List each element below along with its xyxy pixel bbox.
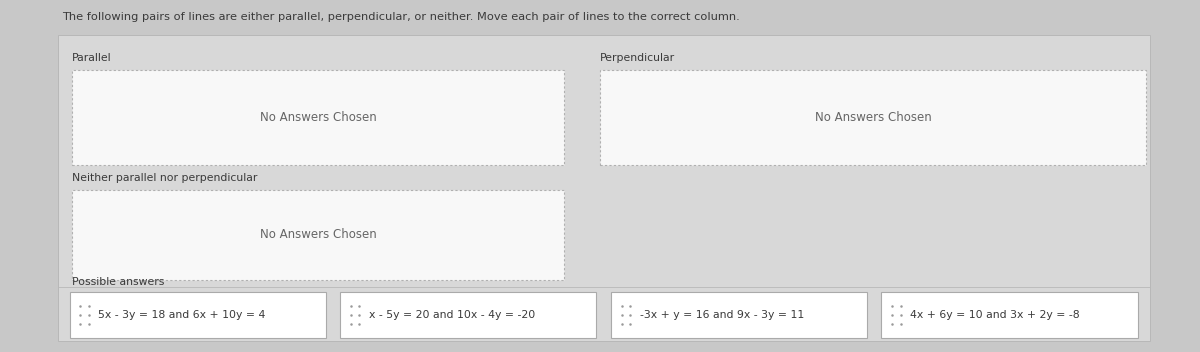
FancyBboxPatch shape — [600, 70, 1146, 165]
FancyBboxPatch shape — [72, 190, 564, 280]
Text: 4x + 6y = 10 and 3x + 2y = -8: 4x + 6y = 10 and 3x + 2y = -8 — [911, 310, 1080, 320]
FancyBboxPatch shape — [58, 35, 1150, 341]
Text: -3x + y = 16 and 9x - 3y = 11: -3x + y = 16 and 9x - 3y = 11 — [640, 310, 804, 320]
FancyBboxPatch shape — [611, 292, 866, 338]
Text: Possible answers: Possible answers — [72, 277, 164, 287]
FancyBboxPatch shape — [70, 292, 326, 338]
Text: 5x - 3y = 18 and 6x + 10y = 4: 5x - 3y = 18 and 6x + 10y = 4 — [98, 310, 265, 320]
Text: No Answers Chosen: No Answers Chosen — [815, 112, 931, 124]
Text: No Answers Chosen: No Answers Chosen — [259, 112, 377, 124]
FancyBboxPatch shape — [341, 292, 596, 338]
Text: Perpendicular: Perpendicular — [600, 54, 676, 63]
Text: Neither parallel nor perpendicular: Neither parallel nor perpendicular — [72, 173, 257, 183]
FancyBboxPatch shape — [72, 70, 564, 165]
Text: Parallel: Parallel — [72, 54, 112, 63]
Text: x - 5y = 20 and 10x - 4y = -20: x - 5y = 20 and 10x - 4y = -20 — [370, 310, 535, 320]
FancyBboxPatch shape — [882, 292, 1138, 338]
Text: The following pairs of lines are either parallel, perpendicular, or neither. Mov: The following pairs of lines are either … — [62, 12, 740, 22]
Text: No Answers Chosen: No Answers Chosen — [259, 228, 377, 241]
